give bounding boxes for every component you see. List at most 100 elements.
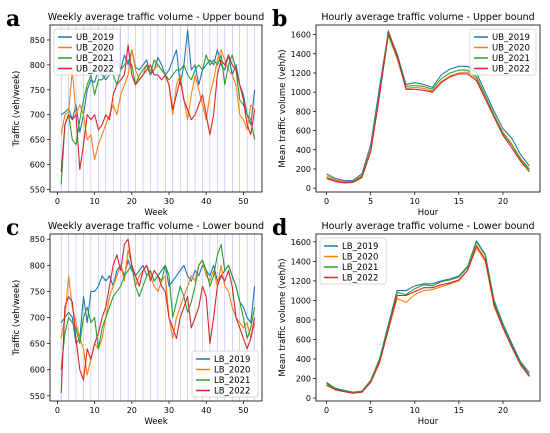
weekly-lower-x-tick-label: 10	[90, 406, 100, 415]
weekly-upper-legend-label: UB_2021	[76, 54, 114, 64]
hourly-lower-x-tick-label: 20	[498, 406, 508, 415]
hourly-lower-x-tick-label: 5	[368, 406, 373, 415]
weekly-lower-y-tick-label: 650	[30, 340, 45, 349]
weekly-lower-legend-box	[191, 350, 259, 398]
weekly-lower-y-tick-label: 600	[30, 366, 45, 375]
weekly-upper-x-tick-label: 30	[164, 197, 174, 206]
panel-letter-c: c	[6, 215, 19, 241]
hourly-upper-x-tick-label: 20	[498, 197, 508, 206]
hourly-upper-y-tick-label: 800	[296, 107, 311, 116]
hourly-lower-y-tick-label: 800	[296, 316, 311, 325]
hourly-lower-legend-label: LB_2021	[342, 263, 378, 273]
hourly-upper-x-tick-label: 5	[368, 197, 373, 206]
weekly-upper-y-tick-label: 700	[30, 111, 45, 120]
weekly-upper-y-axis-label: Traffic (veh/week)	[12, 71, 22, 148]
hourly-lower-x-tick-label: 10	[410, 406, 420, 415]
weekly-lower-title: Weekly average traffic volume - Lower bo…	[48, 221, 264, 232]
weekly-upper-legend-box	[53, 28, 121, 76]
hourly-upper-y-tick-label: 1200	[291, 69, 311, 78]
weekly-upper-legend-label: UB_2020	[76, 44, 114, 54]
hourly-lower-legend-label: LB_2022	[342, 274, 378, 284]
weekly-lower-legend-label: LB_2019	[214, 355, 250, 365]
weekly-lower-x-tick-label: 0	[55, 406, 60, 415]
hourly-upper-y-axis-label: Mean traffic volume (veh/h)	[278, 49, 288, 167]
weekly-upper-legend-label: UB_2022	[76, 65, 114, 75]
weekly-lower-y-axis-label: Traffic (veh/week)	[12, 280, 22, 357]
hourly-upper-x-tick-label: 0	[324, 197, 329, 206]
hourly-upper-y-tick-label: 1600	[291, 31, 311, 40]
panel-letter-a: a	[6, 6, 20, 32]
weekly-upper-x-tick-label: 50	[238, 197, 248, 206]
weekly-upper-x-tick-label: 0	[55, 197, 60, 206]
hourly-upper-y-tick-label: 400	[296, 146, 311, 155]
hourly-upper-x-axis-label: Hour	[418, 208, 439, 218]
weekly-upper-x-axis-label: Week	[144, 208, 167, 218]
hourly-upper-x-tick-label: 10	[410, 197, 420, 206]
hourly-lower-x-tick-label: 0	[324, 406, 329, 415]
hourly-upper-series-line-ub_2021	[326, 34, 530, 183]
chart-hourly-lower: 0 5 10 15 2002004006008001000120014001600Hou…	[278, 221, 541, 427]
hourly-upper-y-tick-label: 600	[296, 127, 311, 136]
hourly-upper-legend-box	[469, 28, 537, 76]
chart-weekly-upper: 0 10 20 30 40 50 550 600 650 700 750 800 850 Weekly a…	[12, 12, 264, 218]
weekly-lower-y-tick-label: 750	[30, 287, 45, 296]
hourly-lower-y-tick-label: 600	[296, 335, 311, 344]
weekly-lower-legend-label: LB_2020	[214, 366, 250, 376]
weekly-upper-series-line-ub_2021	[60, 54, 256, 185]
weekly-upper-y-tick-label: 800	[30, 61, 45, 70]
weekly-upper-y-tick-label: 650	[30, 136, 45, 145]
panel-letter-b: b	[272, 6, 287, 32]
weekly-lower-legend-label: LB_2022	[214, 387, 250, 397]
weekly-upper-y-tick-label: 600	[30, 161, 45, 170]
hourly-lower-axes-frame	[315, 233, 541, 402]
hourly-upper-axes-frame	[315, 24, 541, 193]
weekly-lower-y-tick-label: 850	[30, 235, 45, 244]
hourly-lower-y-tick-label: 1200	[291, 277, 311, 286]
hourly-upper-legend-label: UB_2021	[492, 54, 530, 64]
weekly-lower-x-axis-label: Week	[144, 417, 167, 427]
weekly-upper-x-tick-label: 20	[127, 197, 137, 206]
hourly-upper-series-line-ub_2019	[326, 32, 530, 182]
hourly-lower-legend-label: LB_2019	[342, 242, 378, 252]
weekly-upper-title: Weekly average traffic volume - Upper bo…	[48, 12, 264, 23]
hourly-upper-y-tick-label: 1000	[291, 88, 311, 97]
hourly-lower-series-line-lb_2022	[326, 245, 530, 394]
hourly-upper-legend-label: UB_2022	[492, 65, 530, 75]
hourly-lower-y-tick-label: 1600	[291, 238, 311, 247]
weekly-upper-series-line-ub_2022	[60, 44, 256, 173]
weekly-lower-x-tick-label: 50	[238, 406, 248, 415]
hourly-lower-y-tick-label: 0	[306, 394, 311, 403]
hourly-lower-legend-box	[319, 237, 387, 285]
weekly-lower-x-tick-label: 30	[164, 406, 174, 415]
weekly-upper-x-tick-label: 40	[201, 197, 211, 206]
weekly-lower-y-tick-label: 550	[30, 392, 45, 401]
hourly-lower-y-tick-label: 400	[296, 355, 311, 364]
weekly-lower-y-tick-label: 800	[30, 261, 45, 270]
weekly-lower-series-line-lb_2022	[60, 238, 256, 394]
hourly-upper-title: Hourly average traffic volume - Upper bo…	[321, 12, 534, 23]
hourly-lower-title: Hourly average traffic volume - Lower bo…	[321, 221, 534, 232]
hourly-upper-y-tick-label: 200	[296, 165, 311, 174]
hourly-upper-legend-label: UB_2019	[492, 33, 530, 43]
hourly-upper-series-line-ub_2022	[326, 30, 530, 184]
weekly-lower-x-tick-label: 20	[127, 406, 137, 415]
hourly-upper-legend-label: UB_2020	[492, 44, 530, 54]
weekly-lower-x-tick-label: 40	[201, 406, 211, 415]
hourly-upper-y-tick-label: 0	[306, 184, 311, 193]
weekly-upper-x-tick-label: 10	[90, 197, 100, 206]
chart-hourly-upper: 0 5 10 15 2002004006008001000120014001600Hou…	[278, 12, 541, 218]
weekly-upper-y-tick-label: 850	[30, 36, 45, 45]
hourly-lower-x-tick-label: 15	[454, 406, 464, 415]
hourly-lower-y-axis-label: Mean traffic volume (veh/h)	[278, 258, 288, 376]
weekly-lower-y-tick-label: 700	[30, 314, 45, 323]
hourly-upper-y-tick-label: 1400	[291, 50, 311, 59]
hourly-upper-x-tick-label: 15	[454, 197, 464, 206]
hourly-lower-y-tick-label: 1000	[291, 296, 311, 305]
weekly-upper-y-tick-label: 750	[30, 86, 45, 95]
hourly-lower-y-tick-label: 1400	[291, 257, 311, 266]
weekly-upper-axes-frame	[49, 24, 263, 193]
weekly-upper-y-tick-label: 550	[30, 186, 45, 195]
hourly-lower-legend-label: LB_2020	[342, 253, 378, 263]
